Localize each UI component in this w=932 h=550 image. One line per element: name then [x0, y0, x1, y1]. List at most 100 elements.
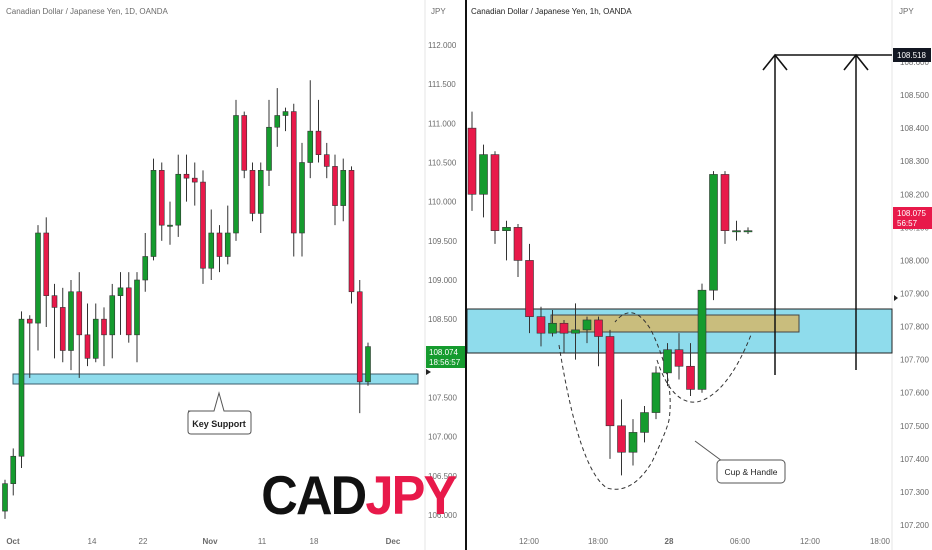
candle [10, 448, 17, 496]
candle [467, 111, 477, 211]
candle [323, 142, 330, 179]
candle [249, 162, 256, 222]
candle-body [109, 295, 116, 336]
candle [92, 303, 99, 363]
y-tick-label: 108.400 [900, 124, 929, 133]
candle-body [191, 177, 198, 183]
candle [513, 224, 523, 277]
y-tick-label: 108.500 [428, 315, 457, 324]
chart-title: Canadian Dollar / Japanese Yen, 1D, OAND… [6, 7, 169, 16]
price-marker-icon [426, 369, 431, 375]
candle-body [356, 291, 363, 383]
x-tick-label: Nov [202, 537, 218, 546]
candle [299, 142, 305, 257]
hourly-chart[interactable]: Canadian Dollar / Japanese Yen, 1h, OAND… [467, 0, 932, 550]
candle [490, 151, 500, 244]
candle [109, 283, 116, 359]
candle-body [233, 115, 239, 234]
candle-body [732, 230, 741, 233]
candle [191, 162, 198, 206]
current-price: 108.075 [897, 209, 926, 218]
candle [117, 272, 124, 335]
x-tick-label: 14 [88, 537, 97, 546]
x-tick-label: 12:00 [800, 537, 821, 546]
candle [315, 99, 322, 163]
candle [709, 171, 718, 301]
y-tick-label: 107.500 [428, 394, 457, 403]
candle [216, 225, 223, 273]
y-tick-label: 108.200 [900, 190, 929, 199]
candle-body [743, 230, 753, 233]
target-price: 108.518 [897, 51, 926, 60]
y-tick-label: 106.000 [428, 511, 457, 520]
candle-body [720, 174, 730, 231]
candle [340, 158, 347, 222]
candle-body [640, 412, 649, 433]
candle-body [175, 173, 182, 226]
y-tick-label: 107.800 [900, 323, 929, 332]
candle [142, 233, 149, 292]
candle-body [10, 455, 17, 484]
y-tick-label: 112.000 [428, 41, 457, 50]
candle-body [142, 256, 149, 281]
candle-body [536, 316, 546, 334]
candle [51, 283, 58, 359]
candle-body [266, 126, 272, 171]
candle [594, 316, 603, 367]
candle-body [92, 318, 99, 359]
candle [35, 225, 41, 351]
candle [365, 342, 371, 386]
y-tick-label: 111.500 [428, 80, 456, 89]
candle [257, 162, 264, 233]
price-marker-icon [894, 295, 898, 301]
axis-unit-label: JPY [431, 7, 446, 16]
candle [84, 303, 91, 367]
y-tick-label: 107.000 [428, 433, 457, 442]
candle-body [158, 170, 165, 226]
candle-body [290, 111, 297, 234]
y-tick-label: 107.300 [900, 488, 929, 497]
candle [697, 283, 707, 393]
candle [18, 311, 25, 468]
candle-body [307, 130, 314, 163]
candle-body [663, 349, 672, 374]
candle [167, 201, 173, 245]
candle [674, 333, 684, 380]
candle-body [216, 232, 223, 257]
candle [26, 315, 33, 378]
candle-body [490, 154, 500, 231]
candle-body [274, 115, 281, 128]
cup-handle-label: Cup & Handle [725, 467, 778, 477]
candle [559, 319, 569, 354]
candle-body [674, 349, 684, 367]
x-tick-label: Dec [386, 537, 401, 546]
candle [651, 366, 661, 420]
candle-body [249, 170, 256, 214]
candle [628, 419, 638, 466]
candle [101, 307, 107, 367]
candle-body [125, 287, 132, 336]
x-tick-label: 28 [665, 537, 674, 546]
y-tick-label: 108.600 [900, 58, 929, 67]
bar-countdown: 18:56:57 [429, 358, 461, 367]
x-tick-label: 11 [258, 537, 267, 546]
candle [640, 405, 649, 443]
candle-body [467, 127, 477, 195]
daily-chart[interactable]: Canadian Dollar / Japanese Yen, 1D, OAND… [0, 0, 465, 550]
candle [158, 162, 165, 241]
candle-body [502, 227, 511, 231]
candle-body [117, 287, 124, 296]
y-tick-label: 107.700 [900, 356, 929, 365]
y-tick-label: 109.500 [428, 237, 457, 246]
current-price-badge: 108.074 18:56:57 [426, 346, 465, 368]
bar-countdown: 56:57 [897, 219, 918, 228]
candle [720, 171, 730, 244]
candle [525, 243, 534, 334]
candle-body [348, 170, 355, 293]
candle-body [43, 232, 50, 296]
candle [266, 99, 272, 186]
candle-body [59, 307, 66, 351]
candle [617, 399, 626, 476]
candle [582, 316, 592, 344]
candle [290, 103, 297, 257]
